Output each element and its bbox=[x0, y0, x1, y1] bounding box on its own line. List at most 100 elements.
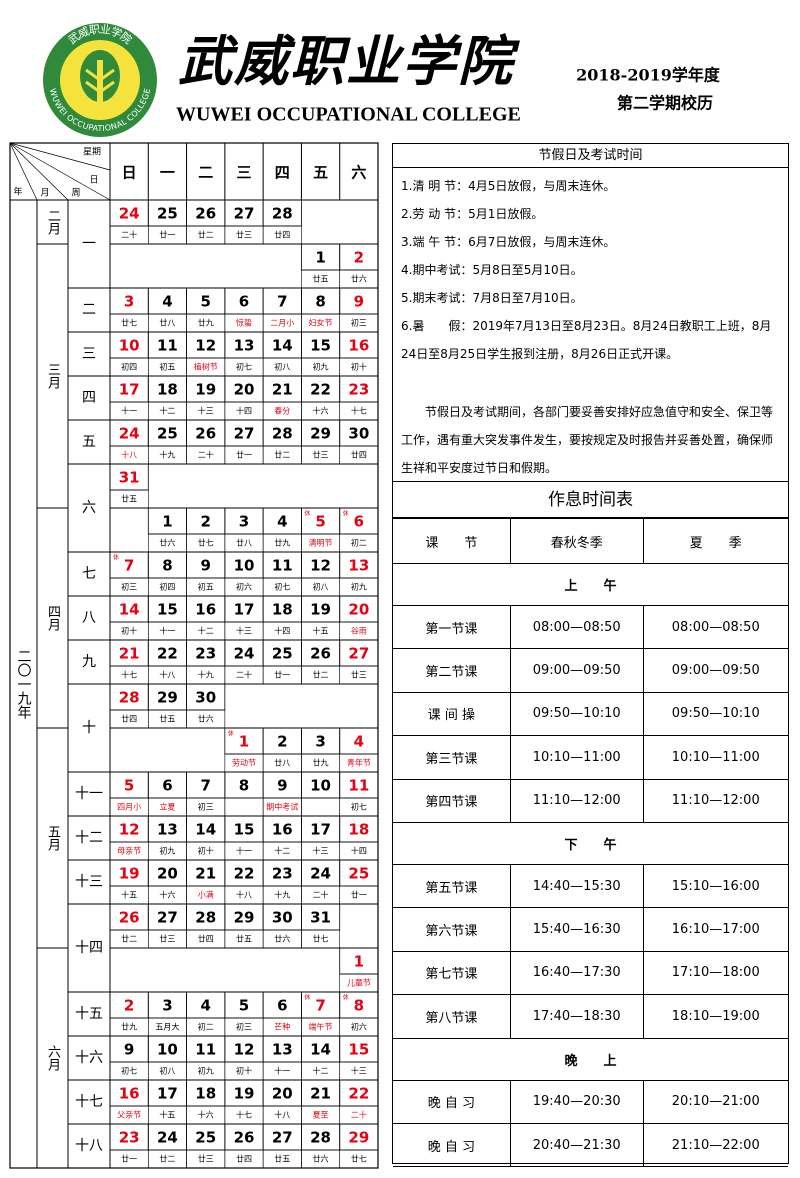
lunar-date: 初八 bbox=[274, 362, 290, 372]
lunar-date: 廿七 bbox=[121, 318, 137, 328]
day-number: 26 bbox=[119, 909, 140, 927]
day-number: 13 bbox=[234, 337, 255, 355]
day-number: 28 bbox=[272, 205, 293, 223]
lunar-date: 期中考试 bbox=[266, 802, 298, 812]
lunar-date: 小满 bbox=[198, 890, 214, 900]
day-number: 4 bbox=[277, 513, 287, 531]
day-number: 12 bbox=[119, 821, 140, 839]
day-number: 18 bbox=[348, 821, 369, 839]
time-range: 11:10—12:00 bbox=[509, 778, 644, 823]
lunar-cell bbox=[339, 1149, 379, 1169]
time-range: 17:40—18:30 bbox=[509, 994, 644, 1039]
period-name: 晚 自 习 bbox=[393, 1079, 511, 1124]
day-number: 21 bbox=[310, 1085, 331, 1103]
schedule-row: 第一节课 08:00—08:50 08:00—08:50 bbox=[393, 604, 788, 650]
schedule-row: 第六节课 15:40—16:30 16:10—17:00 bbox=[393, 907, 788, 952]
day-number: 20 bbox=[272, 1085, 293, 1103]
lunar-date: 廿七 bbox=[198, 538, 214, 548]
week-label: 十六 bbox=[75, 1050, 103, 1066]
schedule-row: 第五节课 14:40—15:30 15:10—16:00 bbox=[393, 863, 788, 909]
lunar-date: 初七 bbox=[351, 802, 367, 812]
weekday-header: 一 bbox=[160, 164, 175, 182]
day-number: 1 bbox=[239, 733, 249, 751]
lunar-date: 十四 bbox=[236, 406, 252, 416]
day-number: 8 bbox=[354, 997, 364, 1015]
day-number: 30 bbox=[195, 689, 216, 707]
section-name: 上 午 bbox=[393, 563, 788, 606]
day-number: 27 bbox=[348, 645, 369, 663]
lunar-date: 廿四 bbox=[121, 714, 137, 724]
day-number: 14 bbox=[272, 337, 293, 355]
lunar-date: 十六 bbox=[313, 406, 329, 416]
lunar-cell bbox=[339, 445, 379, 465]
logo-branches bbox=[85, 68, 115, 94]
day-number: 25 bbox=[195, 1129, 216, 1147]
day-number: 1 bbox=[354, 953, 364, 971]
day-number: 13 bbox=[272, 1041, 293, 1059]
lunar-date: 十五 bbox=[313, 626, 329, 636]
corner-label: 日 bbox=[89, 175, 98, 186]
day-number: 19 bbox=[234, 1085, 255, 1103]
lunar-cell bbox=[339, 665, 379, 685]
lunar-date: 廿二 bbox=[121, 934, 137, 944]
lunar-date: 春分 bbox=[274, 406, 290, 416]
period-name: 课 间 操 bbox=[393, 691, 511, 737]
lunar-date: 初十 bbox=[121, 626, 137, 636]
lunar-date: 廿三 bbox=[313, 450, 329, 460]
day-number: 25 bbox=[272, 645, 293, 663]
week-label: 十七 bbox=[75, 1094, 103, 1110]
college-name: 武威职业学院 bbox=[178, 29, 520, 93]
day-number: 17 bbox=[157, 1085, 178, 1103]
day-number: 22 bbox=[310, 381, 331, 399]
lunar-date: 廿六 bbox=[198, 714, 214, 724]
day-number: 11 bbox=[348, 777, 369, 795]
section-row: 上 午 bbox=[393, 563, 788, 606]
lunar-date: 廿五 bbox=[159, 714, 175, 724]
lunar-cell bbox=[339, 885, 379, 905]
time-range: 16:40—17:30 bbox=[509, 950, 644, 996]
time-range: 17:10—18:00 bbox=[642, 950, 788, 996]
lunar-date: 十二 bbox=[313, 1066, 329, 1076]
section-row: 晚 上 bbox=[393, 1037, 788, 1081]
rest-mark: 休 bbox=[343, 510, 349, 518]
day-number: 18 bbox=[157, 381, 178, 399]
corner-diagonal bbox=[9, 142, 69, 201]
right-panel: 节假日及考试时间 1.清 明 节：4月5日放假，与周末连休。 2.劳 动 节：5月… bbox=[392, 143, 789, 1168]
lunar-date: 青年节 bbox=[347, 758, 371, 768]
day-number: 25 bbox=[348, 865, 369, 883]
lunar-date: 立夏 bbox=[159, 802, 175, 812]
corner-diagonal bbox=[9, 142, 111, 171]
week-label: 六 bbox=[82, 500, 96, 516]
day-number: 10 bbox=[157, 1041, 178, 1059]
month-label: 五月 bbox=[45, 825, 61, 852]
college-name-en: WUWEI OCCUPATIONAL COLLEGE bbox=[176, 104, 521, 126]
week-label: 八 bbox=[82, 610, 96, 626]
day-number: 13 bbox=[157, 821, 178, 839]
time-range: 15:40—16:30 bbox=[509, 907, 644, 952]
lunar-date: 廿一 bbox=[274, 670, 290, 680]
lunar-date: 廿九 bbox=[198, 318, 214, 328]
calendar-table: 星期 日 年 月 周 二〇一九年 日一二三四五六一二三四五六七八九十十一十二十三… bbox=[9, 142, 379, 1169]
day-number: 28 bbox=[310, 1129, 331, 1147]
lunar-date: 初十 bbox=[351, 362, 367, 372]
day-number: 12 bbox=[195, 337, 216, 355]
lunar-date: 初十 bbox=[198, 846, 214, 856]
day-number: 4 bbox=[162, 293, 172, 311]
day-number: 9 bbox=[277, 777, 287, 795]
lunar-date: 初三 bbox=[121, 582, 137, 592]
lunar-date: 十八 bbox=[274, 1110, 290, 1120]
schedule-row: 晚 自 习 20:40—21:30 21:10—22:00 bbox=[393, 1122, 788, 1168]
column-header: 春秋冬季 bbox=[509, 518, 644, 564]
lunar-date: 廿八 bbox=[159, 318, 175, 328]
school-year: 2018-2019学年度 bbox=[576, 66, 721, 85]
day-number: 24 bbox=[119, 205, 140, 223]
time-range: 19:40—20:30 bbox=[509, 1079, 644, 1124]
lunar-date: 谷雨 bbox=[351, 627, 367, 636]
lunar-date: 十八 bbox=[236, 890, 252, 900]
lunar-date: 十九 bbox=[198, 670, 214, 680]
day-number: 2 bbox=[124, 997, 134, 1015]
day-number: 21 bbox=[195, 865, 216, 883]
week-label: 十一 bbox=[75, 786, 103, 802]
lunar-date: 十二 bbox=[274, 846, 290, 856]
month-label: 二月 bbox=[45, 209, 61, 236]
